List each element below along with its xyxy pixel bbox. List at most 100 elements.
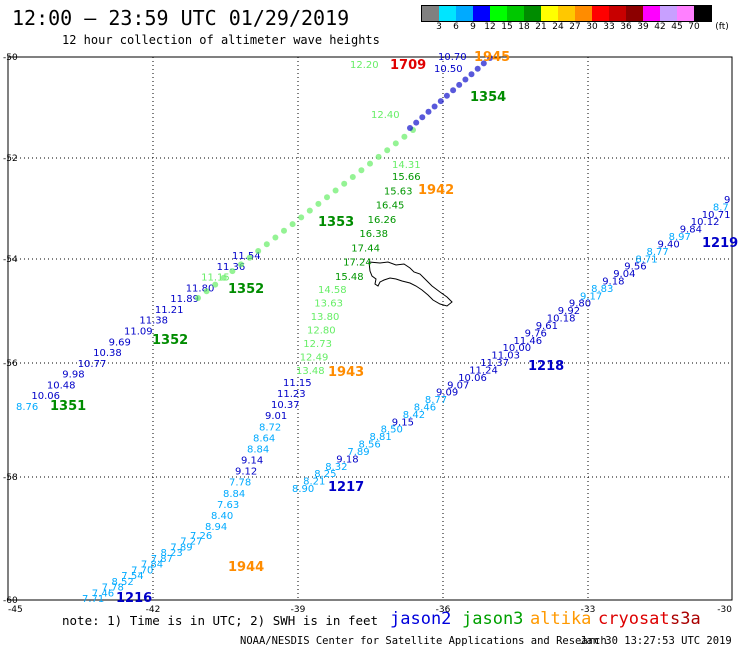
pass-time-label: 1217 [328, 480, 364, 495]
color-scale-label: 45 [671, 22, 683, 32]
pass-time-label: 1351 [50, 399, 86, 414]
generation-timestamp: Jan 30 13:27:53 UTC 2019 [580, 635, 732, 647]
track-sample-mark [443, 92, 450, 99]
track-sample-mark [450, 87, 457, 94]
wave-height-label: 9.15 [392, 417, 414, 428]
color-swatch [694, 6, 711, 21]
track-sample-mark [401, 133, 408, 140]
track-sample-mark [462, 76, 469, 83]
track-sample-mark [341, 180, 348, 187]
track-sample-mark [263, 241, 270, 248]
wave-height-label: 8.77 [647, 247, 669, 258]
wave-height-label: 9.69 [109, 337, 131, 348]
wave-height-label: 10.70 [438, 52, 467, 63]
color-swatch [626, 6, 643, 21]
wave-height-label: 9.07 [447, 380, 469, 391]
wave-height-label: 17.24 [343, 258, 372, 269]
track-sample-mark [315, 200, 322, 207]
wave-height-label: 8.52 [112, 577, 134, 588]
wave-height-label: 9.92 [558, 306, 580, 317]
wave-height-label: 10.12 [691, 217, 720, 228]
wave-height-label: 9.18 [602, 277, 624, 288]
wave-height-label: 16.45 [376, 201, 405, 212]
color-swatch [541, 6, 558, 21]
page-title: 12:00 – 23:59 UTC 01/29/2019 [12, 6, 350, 30]
pass-time-label: 1216 [116, 591, 152, 606]
color-scale-bar [421, 5, 712, 22]
lon-tick-label: -30 [717, 605, 732, 615]
wave-height-label: 15.63 [384, 186, 413, 197]
color-swatch [592, 6, 609, 21]
track-sample-mark [456, 81, 463, 88]
track-sample-mark [419, 114, 426, 121]
color-scale-label: 9 [470, 22, 476, 32]
pass-time-label: 1352 [152, 333, 188, 348]
page-subtitle: 12 hour collection of altimeter wave hei… [62, 33, 380, 47]
wave-height-label: 10.38 [93, 348, 122, 359]
wave-height-label: 11.37 [480, 358, 509, 369]
pass-time-label: 1944 [228, 560, 264, 575]
wave-height-label: 8.71 [635, 254, 657, 265]
track-sample-mark [392, 140, 399, 147]
track-sample-mark [298, 214, 305, 221]
wave-height-label: 9.56 [624, 262, 646, 273]
track-sample-mark [413, 119, 420, 126]
wave-height-label: 9 [724, 195, 730, 206]
coastline-south-georgia [368, 261, 453, 307]
wave-height-label: 8.21 [303, 477, 325, 488]
wave-height-label: 7.70 [131, 565, 153, 576]
wave-height-label: 11.46 [514, 336, 543, 347]
track-sample-mark [367, 160, 373, 167]
wave-height-label: 12.40 [371, 110, 400, 121]
color-swatch [456, 6, 473, 21]
wave-height-label: 11.21 [155, 305, 184, 316]
color-scale-label: 24 [552, 22, 564, 32]
wave-height-label: 7.78 [229, 478, 251, 489]
track-sample-mark [195, 295, 201, 301]
wave-height-label: 8.25 [314, 469, 336, 480]
wave-height-label: 8.72 [259, 422, 281, 433]
wave-height-label: 10.06 [31, 391, 60, 402]
track-sample-mark [358, 167, 365, 174]
wave-height-label: 9.98 [62, 370, 84, 381]
color-swatch [473, 6, 490, 21]
wave-height-label: 17.44 [351, 243, 380, 254]
wave-height-label: 8.83 [591, 284, 613, 295]
track-sample-mark [468, 71, 475, 78]
pass-time-label: 1943 [328, 365, 364, 380]
wave-height-label: 8.97 [669, 232, 691, 243]
wave-height-label: 8.50 [381, 425, 403, 436]
wave-height-label: 8.40 [211, 511, 233, 522]
color-scale-label: 3 [436, 22, 442, 32]
wave-height-label: 8.42 [403, 410, 425, 421]
wave-height-label: 9.12 [235, 467, 257, 478]
wave-height-label: 10.06 [458, 373, 487, 384]
wave-height-label: 15.66 [392, 172, 421, 183]
color-swatch [660, 6, 677, 21]
wave-height-label: 8.46 [414, 403, 436, 414]
track-sample-mark [375, 153, 382, 160]
wave-height-label: 7.71 [82, 594, 104, 605]
wave-height-label: 9.80 [569, 299, 591, 310]
wave-height-label: 12.20 [350, 60, 379, 71]
lat-tick-label: -58 [3, 473, 18, 483]
pass-time-label: 1352 [228, 282, 264, 297]
wave-height-label: 8.23 [161, 548, 183, 559]
satellite-legend-jason2: jason2 [390, 609, 452, 629]
wave-height-label: 11.23 [277, 389, 306, 400]
wave-height-label: 7.27 [180, 537, 202, 548]
color-swatch [677, 6, 694, 21]
units-note: note: 1) Time is in UTC; 2) SWH is in fe… [62, 613, 379, 628]
pass-time-label: 1219 [702, 236, 738, 251]
wave-height-label: 9.17 [580, 291, 602, 302]
track-sample-mark [306, 207, 313, 214]
wave-height-label: 8.84 [223, 489, 245, 500]
color-swatch [439, 6, 456, 21]
wave-height-label: 7.84 [141, 560, 163, 571]
wave-height-label: 13.48 [296, 366, 325, 377]
color-scale-label: 33 [603, 22, 615, 32]
wave-height-label: 11.03 [491, 351, 520, 362]
wave-height-label: 7.87 [151, 554, 173, 565]
color-swatch [524, 6, 541, 21]
lat-tick-label: -52 [3, 154, 18, 164]
